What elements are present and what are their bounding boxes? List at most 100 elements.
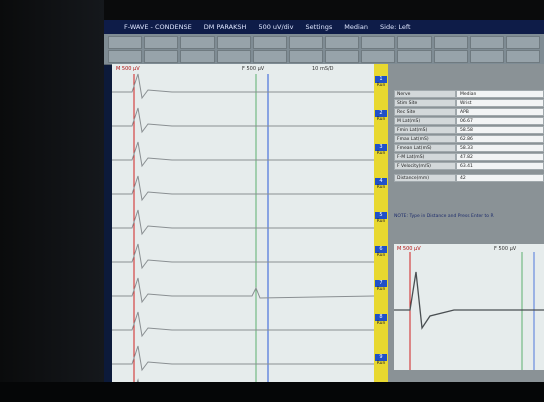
row-value[interactable]: APB [456,108,544,116]
row-value: 58.33 [456,144,544,152]
toolbar-button[interactable] [180,36,215,49]
row-label: Fmean Lat(mS) [394,144,456,152]
distance-row: Distance(mm) 42 [394,174,544,182]
toolbar-button[interactable] [361,50,396,63]
row-value: 62.86 [456,135,544,143]
table-row: Nerve Median [394,90,544,98]
toolbar-button[interactable] [469,36,504,49]
toolbar-button[interactable] [505,36,541,49]
title-item: F-WAVE - CONDENSE [124,23,192,31]
channel-button-3[interactable]: 3 Run [375,144,387,156]
row-label: Fmin Lat(mS) [394,126,456,134]
title-item[interactable]: Side: Left [380,23,411,31]
table-row: Rec Site APB [394,108,544,116]
toolbar-row-2 [108,50,541,63]
row-label: Fmax Lat(mS) [394,135,456,143]
toolbar-button[interactable] [180,50,215,63]
trace-1 [112,73,374,100]
title-item[interactable]: Settings [305,23,333,31]
table-row: F Velocity(m/S) 63.41 [394,162,544,170]
channel-button-5[interactable]: 5 Run [375,212,387,224]
toolbar-button[interactable] [397,50,432,63]
row-label: M Lat(mS) [394,117,456,125]
median-curve [394,271,544,330]
channel-button-6[interactable]: 6 Run [375,246,387,258]
mini-f-scale-label: F 500 µV [494,246,517,252]
channel-selector-bar: 1 Run 2 Run 3 Run 4 Run 5 Run 6 Run 7 Run 8 Run … [374,64,388,402]
channel-button-8[interactable]: 8 Run [375,314,387,326]
toolbar-button[interactable] [144,50,179,63]
table-row: F-M Lat(mS) 47.82 [394,153,544,161]
toolbar-button[interactable] [252,50,287,63]
trace-9 [112,345,374,372]
toolbar-button[interactable] [288,50,324,63]
distance-label: Distance(mm) [394,174,456,182]
row-label: F-M Lat(mS) [394,153,456,161]
row-label: Nerve [394,90,456,98]
channel-button-2[interactable]: 2 Run [375,110,387,122]
row-value: 58.58 [456,126,544,134]
channel-button-4[interactable]: 4 Run [375,178,387,190]
row-label: Stim Site [394,99,456,107]
row-value[interactable]: Wrist [456,99,544,107]
waveform-traces [112,73,374,402]
results-panel: Nerve Median Stim Site Wrist Rec Site APB M… [388,64,544,402]
row-label: Rec Site [394,108,456,116]
median-trace [394,252,544,370]
toolbar-button[interactable] [108,36,143,49]
row-value[interactable]: Median [456,90,544,98]
monitor-bezel-bottom [0,382,544,402]
m-scale-label: M 500 µV [116,66,140,72]
toolbar-button[interactable] [469,50,504,63]
results-table: Nerve Median Stim Site Wrist Rec Site APB M… [394,90,544,183]
toolbar-button[interactable] [288,36,324,49]
title-bar: F-WAVE - CONDENSE DM PARAKSH 500 uV/div … [104,20,544,34]
distance-input[interactable]: 42 [456,174,544,182]
toolbar-button[interactable] [325,50,360,63]
trace-3 [112,141,374,168]
table-row: Fmean Lat(mS) 58.33 [394,144,544,152]
trace-6 [112,243,374,270]
emg-application-window: F-WAVE - CONDENSE DM PARAKSH 500 uV/div … [104,20,544,402]
table-row: Stim Site Wrist [394,99,544,107]
toolbar-button[interactable] [361,36,396,49]
table-row: Fmax Lat(mS) 62.86 [394,135,544,143]
table-row: M Lat(mS) 06.67 [394,117,544,125]
toolbar-row-1 [108,36,541,49]
toolbar-button[interactable] [252,36,287,49]
channel-button-7[interactable]: 7 Run [375,280,387,292]
toolbar [104,34,544,65]
channel-button-1[interactable]: 1 Run [375,76,387,88]
toolbar-button[interactable] [216,36,251,49]
toolbar-button[interactable] [108,50,143,63]
title-item: 500 uV/div [258,23,294,31]
toolbar-button[interactable] [505,50,541,63]
channel-button-9[interactable]: 9 Run [375,354,387,366]
trace-2 [112,107,374,134]
trace-8 [112,311,374,338]
toolbar-button[interactable] [397,36,432,49]
trace-4 [112,175,374,202]
table-row: Fmin Lat(mS) 58.58 [394,126,544,134]
median-waveform-panel[interactable]: M 500 µV F 500 µV [394,244,544,370]
row-value: 63.41 [456,162,544,170]
time-scale-label: 10 mS/D [312,66,334,72]
trace-group [112,73,374,402]
trace-7 [112,277,374,304]
waveform-panel[interactable]: M 500 µV F 500 µV 10 mS/D [112,64,374,402]
f-scale-label: F 500 µV [242,66,265,72]
title-item: DM PARAKSH [203,23,247,31]
toolbar-button[interactable] [325,36,360,49]
row-label: F Velocity(m/S) [394,162,456,170]
mini-m-scale-label: M 500 µV [397,246,421,252]
row-value: 47.82 [456,153,544,161]
toolbar-button[interactable] [216,50,251,63]
toolbar-button[interactable] [433,36,468,49]
monitor-bezel-left [0,0,104,402]
toolbar-button[interactable] [433,50,468,63]
title-item[interactable]: Median [344,23,368,31]
row-value: 06.67 [456,117,544,125]
note-text: NOTE: Type in Distance and Press Enter t… [394,214,494,219]
trace-5 [112,209,374,236]
toolbar-button[interactable] [144,36,179,49]
